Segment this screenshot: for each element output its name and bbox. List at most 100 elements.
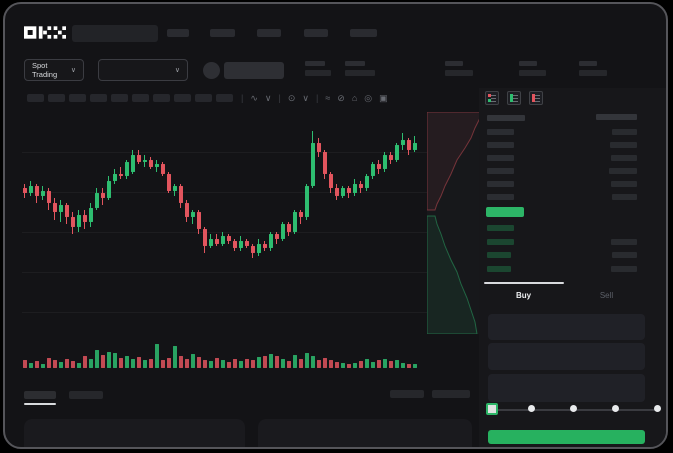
- toolbar-button-placeholder[interactable]: [90, 94, 107, 102]
- volume-bar: [209, 361, 213, 368]
- ask-row-amount-placeholder: [611, 181, 637, 187]
- pair-selector-dropdown[interactable]: ∨: [98, 59, 188, 81]
- slider-handle[interactable]: [486, 403, 498, 415]
- volume-histogram: [22, 336, 428, 368]
- slider-stop[interactable]: [612, 405, 619, 412]
- candle: [71, 217, 75, 227]
- toolbar-button-placeholder[interactable]: [153, 94, 170, 102]
- book-bids-view-icon[interactable]: [507, 91, 521, 105]
- candle: [281, 224, 285, 239]
- candlestick-chart[interactable]: [22, 112, 428, 324]
- ask-row-price-placeholder[interactable]: [487, 181, 514, 187]
- toolbar-button-placeholder[interactable]: [69, 94, 86, 102]
- camera-icon[interactable]: ⌂: [351, 93, 358, 103]
- gridline: [22, 312, 428, 313]
- volume-bar: [401, 363, 405, 368]
- nav-item-placeholder[interactable]: [350, 29, 377, 37]
- candle: [389, 154, 393, 160]
- separator: |: [278, 93, 281, 103]
- tab-buy[interactable]: Buy: [515, 291, 532, 300]
- ticker-stat-value-placeholder: [445, 70, 473, 76]
- bid-row-amount-placeholder: [612, 252, 637, 258]
- ask-row-price-placeholder[interactable]: [487, 168, 514, 174]
- gridline: [22, 232, 428, 233]
- candle: [257, 243, 261, 254]
- bottom-tab-open-orders[interactable]: [24, 391, 56, 399]
- market-type-dropdown[interactable]: Spot Trading ∨: [24, 59, 84, 81]
- bid-row-price-placeholder[interactable]: [487, 252, 511, 258]
- chevron-down-icon[interactable]: ∨: [302, 92, 309, 103]
- volume-bar: [185, 359, 189, 368]
- ticker-stat-value-placeholder: [345, 70, 375, 76]
- book-asks-view-icon[interactable]: [529, 91, 543, 105]
- ask-row-price-placeholder[interactable]: [487, 142, 514, 148]
- chevron-down-icon[interactable]: ∨: [264, 92, 272, 103]
- slider-stop[interactable]: [570, 405, 577, 412]
- okx-logo[interactable]: [24, 26, 66, 39]
- order-book: [482, 88, 666, 282]
- buy-button[interactable]: [488, 430, 645, 444]
- candle: [305, 186, 309, 218]
- candle: [263, 243, 267, 249]
- candle: [83, 214, 87, 222]
- volume-bar: [89, 359, 93, 368]
- indicator-icon[interactable]: ⊙: [287, 92, 296, 103]
- total-input[interactable]: [488, 374, 645, 402]
- volume-bar: [221, 360, 225, 368]
- bid-row-price-placeholder[interactable]: [487, 225, 514, 231]
- bottom-link-1[interactable]: [390, 390, 424, 398]
- slider-stop[interactable]: [528, 405, 535, 412]
- candle: [119, 174, 123, 177]
- bottom-tab-history[interactable]: [69, 391, 103, 399]
- fullscreen-icon[interactable]: ▣: [379, 92, 388, 103]
- nav-item-placeholder[interactable]: [167, 29, 189, 37]
- settings-icon[interactable]: ◎: [364, 92, 373, 103]
- market-type-label: Spot Trading: [32, 61, 58, 79]
- bid-row-price-placeholder[interactable]: [487, 238, 514, 245]
- nav-item-placeholder[interactable]: [257, 29, 281, 37]
- nav-item-placeholder[interactable]: [210, 29, 235, 37]
- toolbar-button-placeholder[interactable]: [111, 94, 128, 102]
- gridline: [22, 192, 428, 193]
- compare-icon[interactable]: ⊘: [337, 92, 345, 103]
- line-style-icon[interactable]: ≈: [325, 93, 331, 103]
- ask-row-price-placeholder[interactable]: [487, 129, 514, 135]
- candle: [395, 145, 399, 160]
- volume-bar: [137, 357, 141, 368]
- candle: [359, 183, 363, 189]
- nav-item-placeholder[interactable]: [304, 29, 328, 37]
- search-input[interactable]: [72, 25, 158, 42]
- candle: [89, 207, 93, 222]
- toolbar-button-placeholder[interactable]: [195, 94, 212, 102]
- ticker-stat-value-placeholder: [519, 70, 546, 76]
- volume-bar: [77, 363, 81, 368]
- volume-bar: [161, 360, 165, 368]
- candle: [365, 176, 369, 189]
- candle: [221, 236, 225, 244]
- volume-bar: [191, 354, 195, 368]
- bottom-link-2[interactable]: [432, 390, 470, 398]
- amount-input[interactable]: [488, 343, 645, 370]
- toolbar-button-placeholder[interactable]: [174, 94, 191, 102]
- last-price-badge[interactable]: [486, 207, 524, 217]
- volume-bar: [251, 360, 255, 368]
- volume-bar: [113, 353, 117, 368]
- ask-row-price-placeholder[interactable]: [487, 155, 514, 161]
- ask-row-price-placeholder[interactable]: [487, 194, 514, 200]
- bid-row-price-placeholder[interactable]: [487, 265, 511, 272]
- ask-row-amount-placeholder: [611, 155, 637, 161]
- slider-stop[interactable]: [654, 405, 661, 412]
- volume-bar: [65, 359, 69, 368]
- toolbar-button-placeholder[interactable]: [48, 94, 65, 102]
- candle-style-icon[interactable]: ∿: [250, 92, 258, 103]
- book-split-view-icon[interactable]: [485, 91, 499, 105]
- toolbar-button-placeholder[interactable]: [216, 94, 233, 102]
- volume-bar: [29, 363, 33, 368]
- price-input[interactable]: [488, 314, 645, 340]
- candle-wick: [120, 166, 121, 179]
- toolbar-button-placeholder[interactable]: [132, 94, 149, 102]
- candle: [329, 174, 333, 189]
- toolbar-button-placeholder[interactable]: [27, 94, 44, 102]
- tab-sell[interactable]: Sell: [599, 291, 614, 300]
- coin-icon: [203, 62, 220, 79]
